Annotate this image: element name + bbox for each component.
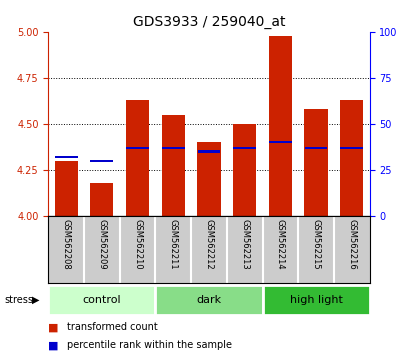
Bar	[126, 147, 149, 149]
Text: GSM562215: GSM562215	[312, 219, 320, 270]
Text: GSM562209: GSM562209	[97, 219, 106, 270]
Bar	[340, 147, 363, 149]
Text: ■: ■	[48, 322, 59, 332]
Text: GSM562216: GSM562216	[347, 219, 356, 270]
Bar	[304, 109, 328, 216]
Bar	[197, 142, 220, 216]
Bar	[48, 285, 155, 315]
Bar	[162, 147, 185, 149]
Bar	[197, 150, 220, 153]
Bar	[55, 161, 78, 216]
Bar	[162, 115, 185, 216]
Text: percentile rank within the sample: percentile rank within the sample	[67, 340, 232, 350]
Bar	[233, 124, 256, 216]
Text: GSM562213: GSM562213	[240, 219, 249, 270]
Text: GSM562210: GSM562210	[133, 219, 142, 270]
Bar	[90, 183, 113, 216]
Bar	[126, 100, 149, 216]
Text: high light: high light	[290, 295, 342, 305]
Text: GSM562208: GSM562208	[62, 219, 71, 270]
Text: transformed count: transformed count	[67, 322, 158, 332]
Text: stress: stress	[4, 295, 33, 305]
Text: ■: ■	[48, 340, 59, 350]
Bar	[340, 100, 363, 216]
Text: GSM562214: GSM562214	[276, 219, 285, 270]
Bar	[55, 156, 78, 158]
Text: GSM562211: GSM562211	[169, 219, 178, 270]
Title: GDS3933 / 259040_at: GDS3933 / 259040_at	[133, 16, 285, 29]
Text: GSM562212: GSM562212	[205, 219, 213, 270]
Bar	[269, 35, 292, 216]
Bar	[262, 285, 370, 315]
Text: ▶: ▶	[32, 295, 39, 305]
Bar	[233, 147, 256, 149]
Bar	[304, 147, 328, 149]
Text: dark: dark	[197, 295, 221, 305]
Bar	[269, 141, 292, 143]
Bar	[155, 285, 262, 315]
Bar	[90, 160, 113, 162]
Text: control: control	[83, 295, 121, 305]
